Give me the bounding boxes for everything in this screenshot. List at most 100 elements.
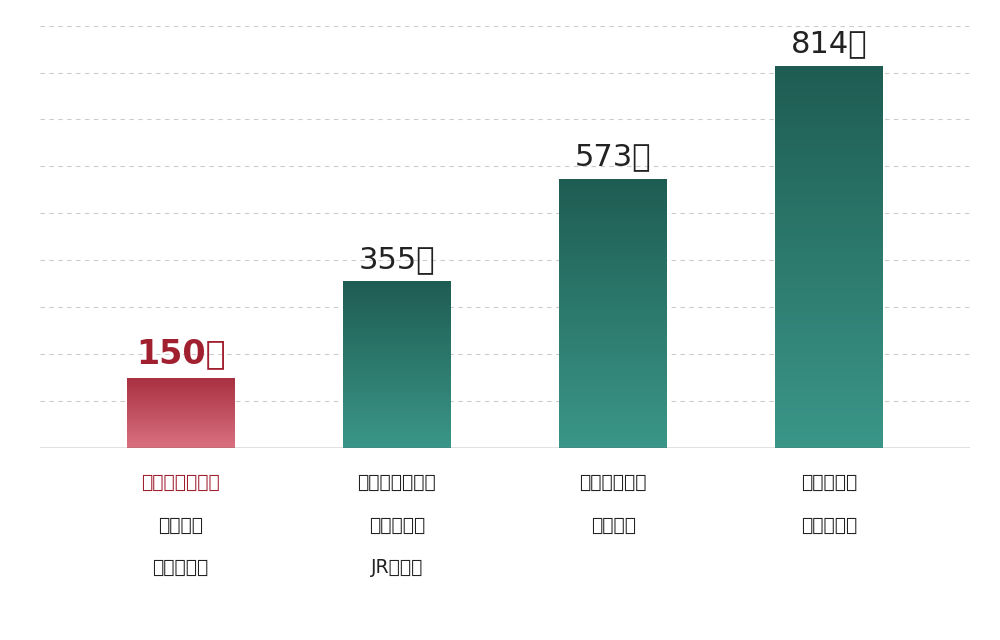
Bar	[343, 413, 451, 414]
Bar	[559, 280, 667, 281]
Bar	[343, 324, 451, 326]
Bar	[343, 292, 451, 293]
Bar	[559, 425, 667, 426]
Bar	[343, 369, 451, 371]
Bar	[775, 367, 883, 370]
Bar	[343, 346, 451, 347]
Bar	[559, 193, 667, 194]
Bar	[343, 341, 451, 342]
Text: 573戸: 573戸	[575, 143, 651, 172]
Bar	[559, 328, 667, 330]
Bar	[775, 238, 883, 240]
Bar	[559, 211, 667, 212]
Bar	[343, 296, 451, 297]
Bar	[775, 74, 883, 76]
Bar	[343, 343, 451, 344]
Bar	[775, 398, 883, 400]
Bar	[559, 228, 667, 230]
Bar	[559, 409, 667, 410]
Bar	[559, 340, 667, 342]
Bar	[343, 322, 451, 323]
Bar	[775, 287, 883, 289]
Bar	[559, 221, 667, 222]
Bar	[559, 372, 667, 374]
Bar	[559, 209, 667, 210]
Bar	[559, 401, 667, 403]
Bar	[343, 378, 451, 379]
Bar	[775, 427, 883, 429]
Bar	[775, 159, 883, 161]
Bar	[775, 70, 883, 72]
Bar	[343, 360, 451, 362]
Bar	[559, 366, 667, 367]
Bar	[775, 429, 883, 431]
Bar	[775, 194, 883, 196]
Bar	[559, 234, 667, 236]
Bar	[559, 205, 667, 206]
Bar	[559, 381, 667, 382]
Text: 「三国ヶ丘」駅: 「三国ヶ丘」駅	[357, 474, 436, 492]
Bar	[775, 345, 883, 347]
Bar	[559, 210, 667, 211]
Bar	[343, 428, 451, 429]
Bar	[775, 236, 883, 238]
Bar	[343, 334, 451, 335]
Bar	[343, 445, 451, 446]
Bar	[559, 218, 667, 220]
Bar	[343, 395, 451, 396]
Bar	[343, 437, 451, 438]
Bar	[559, 429, 667, 431]
Bar	[559, 339, 667, 340]
Bar	[559, 347, 667, 349]
Bar	[343, 329, 451, 330]
Bar	[775, 390, 883, 392]
Bar	[559, 377, 667, 378]
Bar	[775, 364, 883, 366]
Bar	[343, 440, 451, 442]
Bar	[775, 134, 883, 136]
Bar	[775, 291, 883, 293]
Bar	[775, 144, 883, 146]
Bar	[559, 261, 667, 262]
Bar	[559, 321, 667, 323]
Bar	[343, 297, 451, 298]
Bar	[775, 104, 883, 106]
Bar	[559, 226, 667, 227]
Bar	[775, 280, 883, 282]
Bar	[343, 294, 451, 296]
Bar	[559, 311, 667, 312]
Bar	[559, 415, 667, 417]
Bar	[775, 146, 883, 148]
Bar	[343, 431, 451, 432]
Bar	[775, 110, 883, 112]
Bar	[559, 299, 667, 300]
Bar	[559, 184, 667, 186]
Bar	[559, 191, 667, 193]
Bar	[775, 163, 883, 165]
Bar	[559, 264, 667, 265]
Bar	[559, 315, 667, 316]
Bar	[343, 422, 451, 423]
Bar	[775, 257, 883, 259]
Bar	[775, 152, 883, 154]
Bar	[775, 392, 883, 394]
Bar	[559, 257, 667, 259]
Bar	[559, 309, 667, 311]
Bar	[775, 245, 883, 248]
Bar	[775, 76, 883, 77]
Bar	[559, 282, 667, 284]
Bar	[343, 388, 451, 390]
Bar	[343, 415, 451, 417]
Bar	[775, 93, 883, 95]
Bar	[343, 385, 451, 387]
Bar	[559, 402, 667, 404]
Bar	[343, 323, 451, 324]
Bar	[343, 299, 451, 300]
Bar	[559, 358, 667, 359]
Bar	[559, 385, 667, 386]
Bar	[559, 335, 667, 337]
Bar	[343, 308, 451, 310]
Bar	[343, 312, 451, 313]
Bar	[775, 81, 883, 83]
Text: 150戸: 150戸	[136, 337, 225, 370]
